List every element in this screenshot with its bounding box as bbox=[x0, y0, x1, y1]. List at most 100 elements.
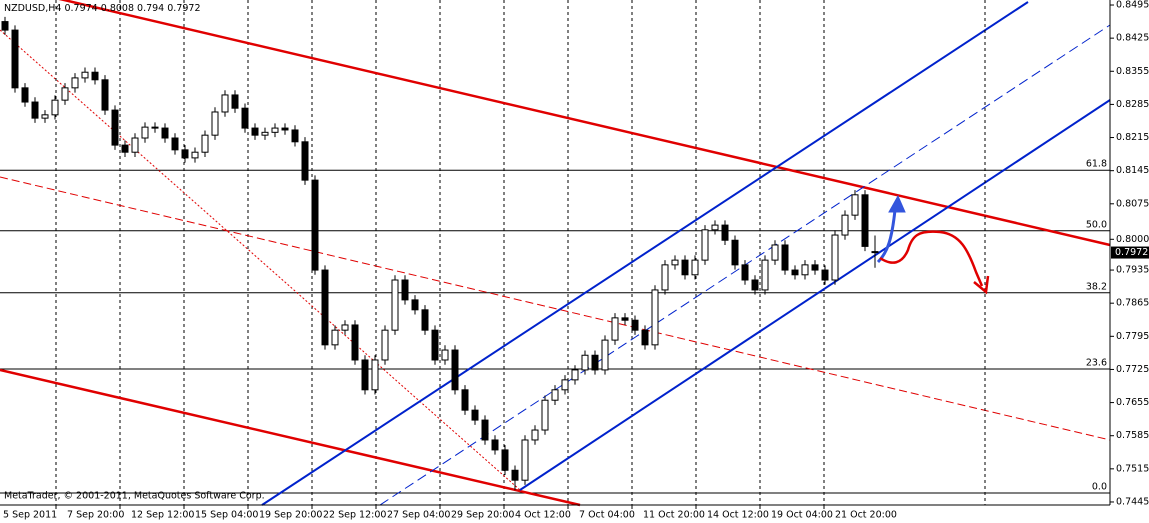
y-tick-label: 0.8145 bbox=[1116, 165, 1149, 176]
candle-body bbox=[661, 264, 669, 291]
candle-body bbox=[221, 94, 229, 113]
candle-body bbox=[51, 99, 59, 116]
candle-body bbox=[1, 21, 9, 31]
fibonacci-levels: 61.8 50.0 38.2 23.6 0.0 bbox=[0, 159, 1110, 494]
candle-body bbox=[741, 264, 749, 281]
fib-label: 23.6 bbox=[1086, 357, 1107, 368]
candle-body bbox=[241, 107, 249, 129]
candle-body bbox=[471, 409, 479, 421]
x-axis: 5 Sep 2011 7 Sep 20:00 12 Sep 12:00 15 Sep … bbox=[3, 505, 897, 521]
y-tick-label: 0.7445 bbox=[1116, 496, 1149, 507]
candle-body bbox=[551, 389, 559, 401]
x-tick-label: 19 Sep 20:00 bbox=[259, 510, 322, 521]
candle-body bbox=[591, 354, 599, 371]
candle-body bbox=[251, 127, 259, 136]
x-tick-label: 4 Oct 12:00 bbox=[515, 510, 571, 521]
candle-body bbox=[561, 379, 569, 391]
candle-body bbox=[501, 449, 509, 471]
candle-body bbox=[711, 224, 719, 231]
candle-body bbox=[411, 299, 419, 311]
blue-arrowhead bbox=[888, 194, 906, 213]
candle-body bbox=[331, 329, 339, 346]
candle-body bbox=[391, 279, 399, 331]
y-tick-label: 0.7725 bbox=[1116, 364, 1149, 375]
red-arrow bbox=[879, 230, 984, 287]
candle-body bbox=[41, 114, 49, 119]
y-tick-label: 0.7795 bbox=[1116, 331, 1149, 342]
candle-body bbox=[151, 126, 159, 129]
candle-body bbox=[641, 329, 649, 346]
candle-body bbox=[281, 127, 289, 131]
candle-body bbox=[621, 317, 629, 321]
x-tick-label: 21 Oct 20:00 bbox=[835, 510, 897, 521]
candle-body bbox=[721, 224, 729, 241]
candle-body bbox=[511, 469, 519, 481]
x-tick-label: 11 Oct 20:00 bbox=[643, 510, 705, 521]
candle-body bbox=[421, 309, 429, 331]
candle-body bbox=[361, 359, 369, 391]
candle-body bbox=[31, 101, 39, 119]
x-tick-label: 12 Sep 12:00 bbox=[131, 510, 194, 521]
x-tick-label: 22 Sep 12:00 bbox=[323, 510, 386, 521]
candle-body bbox=[761, 259, 769, 291]
candle-body bbox=[571, 369, 579, 381]
fib-label: 50.0 bbox=[1086, 219, 1107, 230]
candle-body bbox=[301, 141, 309, 181]
candle-body bbox=[491, 439, 499, 451]
x-tick-label: 15 Sep 04:00 bbox=[195, 510, 258, 521]
candle-body bbox=[631, 319, 639, 331]
current-price-label: 0.7972 bbox=[1115, 247, 1148, 258]
candle-body bbox=[451, 349, 459, 391]
fib-label: 38.2 bbox=[1086, 281, 1107, 292]
candle-body bbox=[341, 324, 349, 331]
y-axis: 0.8495 0.8425 0.8355 0.8285 0.8215 0.8145 0.80… bbox=[1110, 0, 1149, 507]
candle-body bbox=[351, 324, 359, 361]
candle-body bbox=[681, 259, 689, 276]
y-tick-label: 0.7935 bbox=[1116, 265, 1149, 276]
x-tick-label: 14 Oct 12:00 bbox=[707, 510, 769, 521]
candle-body bbox=[231, 94, 239, 109]
y-tick-label: 0.8000 bbox=[1116, 234, 1149, 245]
candle-body bbox=[461, 389, 469, 411]
candle-body bbox=[871, 251, 879, 254]
candle-body bbox=[211, 111, 219, 136]
candle-body bbox=[751, 279, 759, 291]
last-high: 0.8008 bbox=[101, 3, 134, 14]
candle-body bbox=[311, 179, 319, 271]
candle-body bbox=[191, 151, 199, 159]
candle-body bbox=[831, 234, 839, 281]
candle-body bbox=[691, 259, 699, 276]
candle-body bbox=[731, 239, 739, 266]
y-tick-label: 0.8495 bbox=[1116, 0, 1149, 11]
fib-label: 0.0 bbox=[1092, 481, 1107, 492]
candle-body bbox=[201, 134, 209, 153]
candle-body bbox=[781, 244, 789, 271]
candle-body bbox=[521, 439, 529, 481]
candle-body bbox=[851, 194, 859, 216]
y-tick-label: 0.7585 bbox=[1116, 430, 1149, 441]
candle-body bbox=[121, 144, 129, 153]
y-tick-label: 0.8075 bbox=[1116, 198, 1149, 209]
candle-body bbox=[21, 87, 29, 103]
last-open: 0.7974 bbox=[64, 3, 97, 14]
y-tick-label: 0.8425 bbox=[1116, 33, 1149, 44]
candle-body bbox=[381, 329, 389, 361]
candles bbox=[1, 16, 879, 491]
candle-body bbox=[71, 77, 79, 89]
y-tick-label: 0.7515 bbox=[1116, 463, 1149, 474]
x-tick-label: 7 Oct 04:00 bbox=[579, 510, 635, 521]
candle-body bbox=[101, 79, 109, 111]
x-tick-label: 29 Sep 20:00 bbox=[451, 510, 514, 521]
y-tick-label: 0.8285 bbox=[1116, 99, 1149, 110]
candle-body bbox=[111, 109, 119, 146]
candle-body bbox=[91, 71, 99, 81]
candle-body bbox=[11, 29, 19, 89]
last-close: 0.7972 bbox=[167, 3, 200, 14]
symbol: NZDUSD,H4 bbox=[4, 3, 61, 14]
candle-body bbox=[581, 354, 589, 371]
candle-body bbox=[531, 429, 539, 441]
candle-body bbox=[141, 126, 149, 139]
last-low: 0.794 bbox=[137, 3, 164, 14]
candle-body bbox=[81, 71, 89, 79]
